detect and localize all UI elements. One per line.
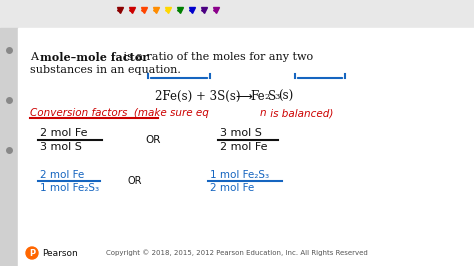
Bar: [18, 28, 474, 266]
Text: is a ratio of the moles for any two: is a ratio of the moles for any two: [120, 52, 313, 62]
Text: OR: OR: [128, 176, 143, 186]
Text: (s): (s): [278, 90, 293, 103]
Text: substances in an equation.: substances in an equation.: [30, 65, 181, 75]
Text: OR: OR: [145, 135, 160, 145]
Text: 1 mol Fe₂S₃: 1 mol Fe₂S₃: [210, 170, 269, 180]
Circle shape: [26, 247, 38, 259]
Text: 2 mol Fe: 2 mol Fe: [210, 183, 254, 193]
Text: Pearson: Pearson: [42, 248, 78, 257]
Text: 3 mol S: 3 mol S: [40, 142, 82, 152]
Text: n: n: [260, 108, 266, 118]
Text: 1 mol Fe₂S₃: 1 mol Fe₂S₃: [40, 183, 99, 193]
Text: Conversion factors  (make sure eq: Conversion factors (make sure eq: [30, 108, 209, 118]
Text: 2 mol Fe: 2 mol Fe: [220, 142, 267, 152]
Text: 2Fe(s) + 3S(s): 2Fe(s) + 3S(s): [155, 90, 240, 103]
Text: mole–mole factor: mole–mole factor: [40, 52, 148, 63]
Text: P: P: [29, 248, 35, 257]
Text: 2 mol Fe: 2 mol Fe: [40, 128, 88, 138]
Text: 2: 2: [264, 93, 269, 101]
Text: 3 mol S: 3 mol S: [220, 128, 262, 138]
Text: Copyright © 2018, 2015, 2012 Pearson Education, Inc. All Rights Reserved: Copyright © 2018, 2015, 2012 Pearson Edu…: [106, 250, 368, 256]
Text: 2 mol Fe: 2 mol Fe: [40, 170, 84, 180]
Text: is balanced): is balanced): [267, 108, 333, 118]
Bar: [0, 28, 18, 266]
Text: Fe: Fe: [250, 90, 264, 103]
Text: A: A: [30, 52, 42, 62]
Text: S: S: [268, 90, 276, 103]
Text: ⟶: ⟶: [235, 90, 252, 103]
Text: 3: 3: [274, 93, 279, 101]
Bar: [0, 0, 474, 28]
